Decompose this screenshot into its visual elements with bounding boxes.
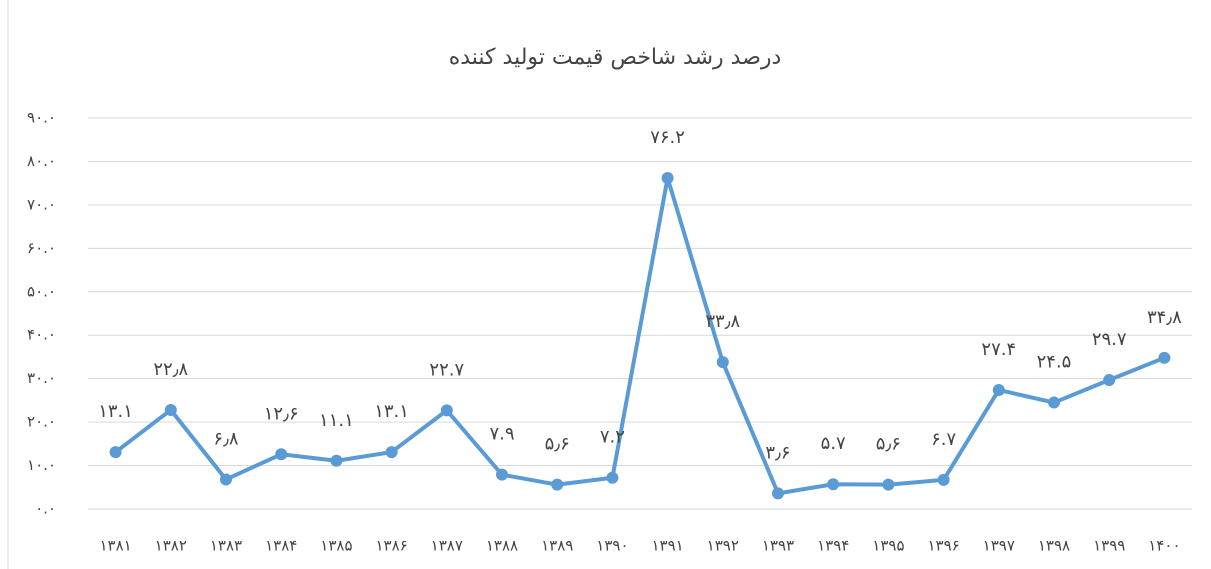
data-label: ۲۹.۷	[1092, 329, 1127, 350]
y-tick-label: ۶۰.۰	[27, 239, 56, 257]
data-label: ۱۱.۱	[319, 410, 354, 431]
y-tick-label: ۳۰.۰	[27, 369, 56, 387]
data-label: ۷۶.۲	[650, 127, 685, 148]
data-label: ۶٫۸	[213, 428, 239, 449]
y-tick-label: ۱۰.۰	[27, 456, 56, 474]
marker	[109, 446, 122, 459]
data-label: ۵٫۶	[545, 434, 570, 455]
marker	[220, 473, 232, 486]
data-label: ۳٫۶	[765, 442, 790, 463]
x-tick-label: ۱۳۹۰	[596, 537, 628, 555]
data-label: ۵.۷	[821, 433, 846, 454]
x-tick-label: ۱۳۸۵	[320, 537, 352, 555]
marker	[385, 446, 398, 459]
y-tick-label: ۴۰.۰	[27, 326, 56, 344]
data-label: ۵٫۶	[876, 434, 901, 455]
data-label: ۳۴٫۸	[1147, 307, 1182, 328]
data-label: ۳۳٫۸	[705, 311, 740, 332]
x-tick-label: ۱۳۹۸	[1038, 537, 1070, 555]
marker	[661, 171, 674, 184]
x-tick-label: ۱۳۸۶	[375, 537, 407, 555]
x-tick-label: ۱۳۸۲	[155, 537, 187, 555]
marker	[992, 383, 1005, 396]
x-tick-label: ۱۳۹۹	[1093, 537, 1125, 555]
data-label: ۱۳.۱	[98, 401, 133, 422]
data-label: ۱۳.۱	[374, 401, 409, 422]
line	[114, 175, 1166, 496]
data-label: ۷.۹	[489, 424, 514, 445]
marker	[772, 487, 784, 500]
marker	[716, 356, 729, 369]
marker	[1103, 373, 1116, 386]
x-tick-label: ۱۳۹۵	[872, 537, 904, 555]
x-tick-label: ۱۳۹۴	[817, 537, 849, 555]
marker	[1048, 396, 1060, 409]
y-tick-label: ۹۰.۰	[27, 109, 56, 127]
data-label: ۱۲٫۶	[264, 403, 299, 424]
x-tick-label: ۱۳۸۳	[210, 537, 242, 555]
data-label: ۲۴.۵	[1037, 352, 1072, 373]
x-tick-label: ۱۳۹۲	[707, 537, 739, 555]
marker	[330, 454, 343, 467]
data-label: ۲۲٫۸	[153, 359, 188, 380]
y-tick-label: ۸۰.۰	[27, 152, 56, 170]
marker	[164, 403, 177, 416]
chart-title: درصد رشد شاخص قیمت تولید کننده	[449, 45, 782, 70]
x-tick-label: ۱۳۸۹	[541, 537, 573, 555]
marker	[551, 478, 564, 491]
x-tick-label: ۱۳۸۷	[431, 537, 463, 555]
marker	[1158, 351, 1171, 364]
x-tick-label: ۱۳۸۴	[265, 537, 297, 555]
y-tick-label: ۵۰.۰	[27, 282, 56, 300]
marker	[606, 471, 619, 484]
x-tick-label: ۱۳۹۱	[651, 537, 683, 555]
y-tick-label: ۰.۰	[35, 500, 56, 518]
y-tick-label: ۷۰.۰	[27, 195, 56, 213]
data-label: ۷.۲	[600, 427, 625, 448]
marker	[937, 473, 950, 486]
x-tick-label: ۱۳۸۸	[486, 537, 518, 555]
y-tick-label: ۲۰.۰	[27, 413, 56, 431]
x-tick-label: ۱۳۹۳	[762, 537, 794, 555]
data-label: ۶.۷	[931, 429, 956, 450]
marker	[440, 404, 453, 417]
marker	[275, 448, 288, 461]
marker	[496, 468, 508, 481]
x-tick-label: ۱۳۸۱	[99, 537, 131, 555]
x-tick-label: ۱۴۰۰	[1148, 537, 1180, 555]
data-label: ۲۲.۷	[429, 359, 464, 380]
marker	[882, 478, 895, 491]
x-tick-label: ۱۳۹۷	[983, 537, 1015, 555]
data-label: ۲۷.۴	[981, 339, 1016, 360]
x-tick-label: ۱۳۹۶	[927, 537, 959, 555]
marker	[827, 478, 840, 491]
